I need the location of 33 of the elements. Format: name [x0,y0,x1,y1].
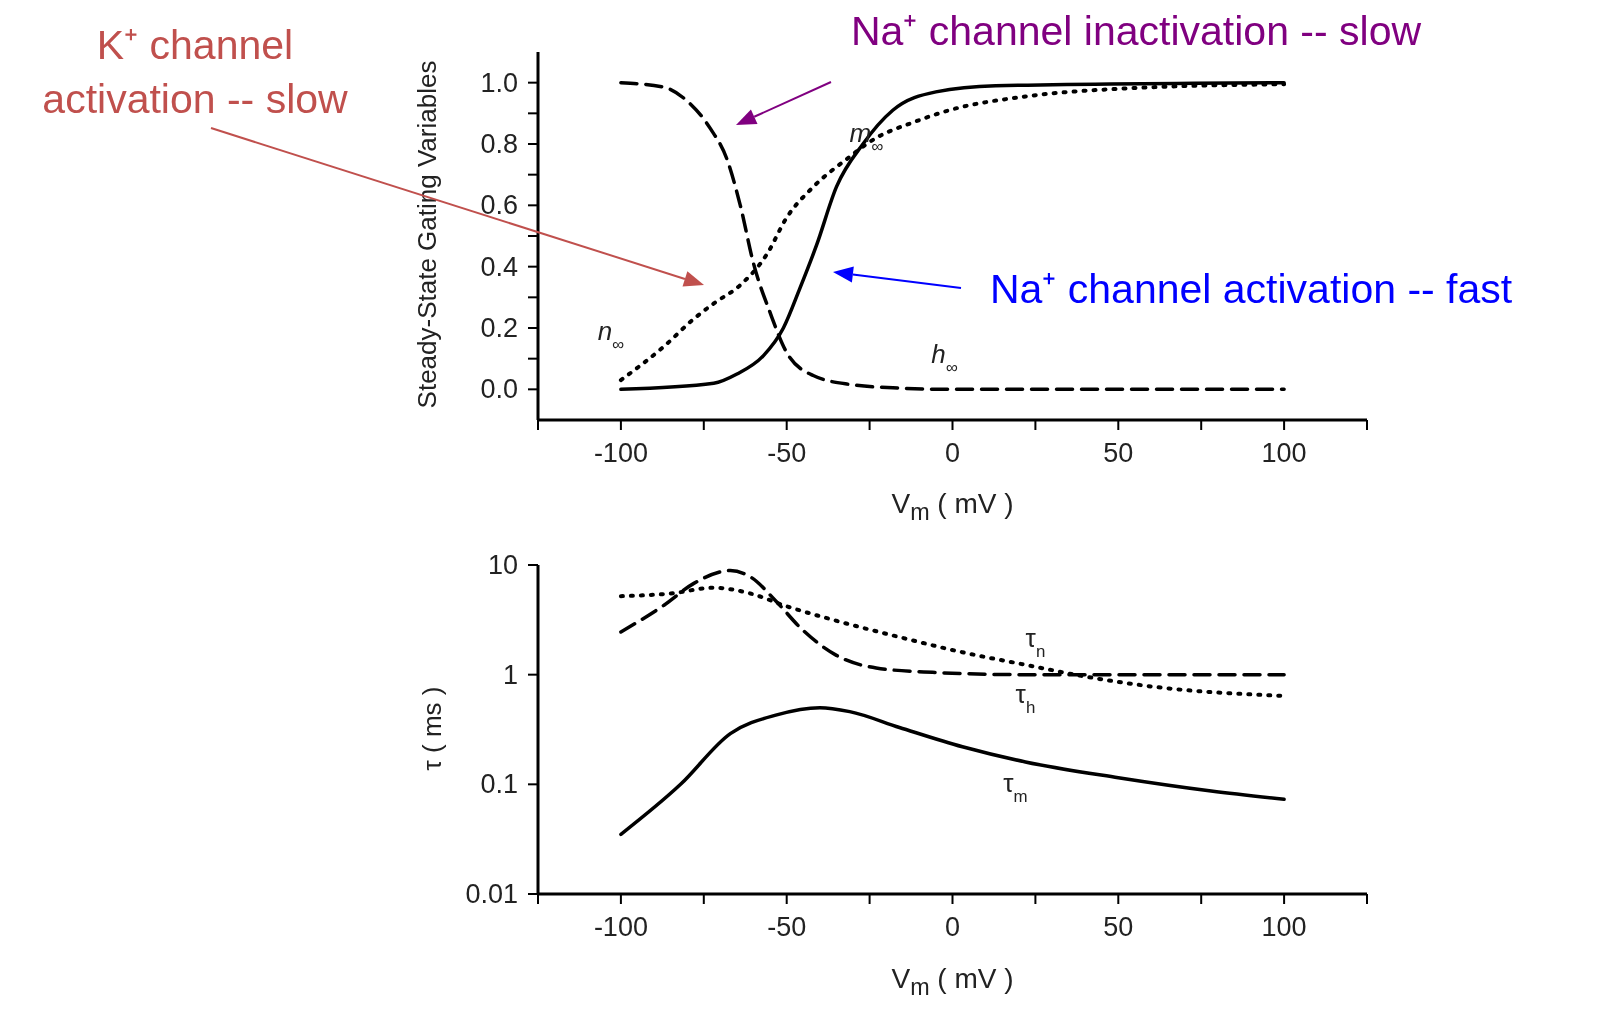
y-tick-label: 10 [487,550,518,580]
y-axis-title: Steady-State Gating Variables [411,59,443,411]
y-tick-label: 0.0 [480,374,518,405]
series-label: n$_{∞}$ [597,316,625,354]
x-tick-label: 0 [944,438,961,468]
y-axis-title: τ ( ms ) [416,685,448,773]
x-tick-label: 50 [1103,438,1134,468]
x-tick-label: 100 [1261,912,1307,942]
x-tick-label: -100 [593,438,648,468]
annotation: Na⁺ channel activation -- fast [990,265,1514,314]
series-label: τ$_{h}$ [1015,678,1036,717]
y-tick-label: 0.4 [480,251,518,282]
x-tick-label: -100 [593,912,648,942]
x-tick-label: -50 [767,912,807,942]
y-tick-label: 1.0 [480,67,518,98]
y-tick-label: 0.01 [465,879,518,909]
x-axis-title: V$_{m}$ ( mV ) [890,488,1015,526]
series-label: m$_{∞}$ [849,117,884,156]
annotation: Na⁺ channel inactivation -- slow [851,7,1423,56]
y-tick-label: 0.8 [480,129,518,159]
text: K⁺ channel activation -- slow [41,21,349,124]
y-tick-label: 1 [502,659,518,690]
series-label: h$_{∞}$ [931,339,958,377]
y-tick-label: 0.1 [480,769,518,800]
y-tick-label: 0.2 [480,313,518,343]
x-tick-label: 100 [1261,438,1307,468]
x-tick-label: 0 [944,912,961,942]
y-tick-label: 0.6 [480,190,518,221]
x-tick-label: -50 [767,438,807,468]
x-tick-label: 50 [1103,912,1134,942]
series-label: τ$_{m}$ [1003,767,1028,806]
x-axis-title: V$_{m}$ ( mV ) [890,963,1015,1001]
series-label: τ$_{n}$ [1025,622,1046,661]
